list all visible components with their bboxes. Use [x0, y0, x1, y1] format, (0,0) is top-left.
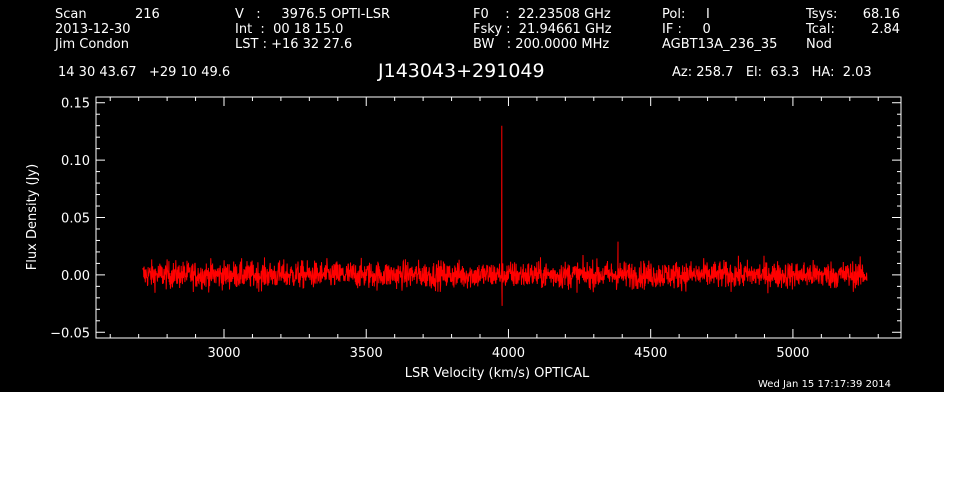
integration-line: Int : 00 18 15.0 — [235, 22, 344, 37]
y-tick-label: 0.00 — [61, 269, 90, 284]
tcal-value: 2.84 — [871, 22, 900, 37]
x-axis-label: LSR Velocity (km/s) OPTICAL — [405, 366, 590, 381]
source-name: J143043+291049 — [378, 60, 545, 82]
y-tick-label: 0.15 — [61, 97, 90, 112]
tsys-label: Tsys: — [806, 7, 838, 22]
obs-date: 2013-12-30 — [55, 22, 131, 37]
plot-frame — [95, 96, 902, 339]
source-coordinates: 14 30 43.67 +29 10 49.6 — [58, 65, 231, 80]
y-tick-label: 0.10 — [61, 154, 90, 169]
x-tick-label: 3000 — [207, 346, 240, 361]
x-tick-label: 5000 — [776, 346, 809, 361]
lst-line: LST : +16 32 27.6 — [235, 37, 353, 52]
scan-label: Scan — [55, 7, 87, 22]
spectrum-series-line — [142, 125, 868, 306]
f0-line: F0 : 22.23508 GHz — [473, 7, 611, 22]
if-line: IF : 0 — [662, 22, 711, 37]
x-tick-label: 4000 — [492, 346, 525, 361]
polarization-line: Pol: I — [662, 7, 710, 22]
velocity-line: V : 3976.5 OPTI-LSR — [235, 7, 391, 22]
x-tick-label: 4500 — [634, 346, 667, 361]
tsys-value: 68.16 — [862, 7, 900, 22]
observer-name: Jim Condon — [55, 37, 129, 52]
spectrum-chart: 3000 3500 4000 4500 5000 −0.05 0.00 0.05 0.10 0.1… — [25, 96, 902, 381]
fsky-line: Fsky : 21.94661 GHz — [473, 22, 612, 37]
plot-window: Scan 216 2013-12-30 Jim Condon V : 3976.… — [0, 0, 944, 392]
y-axis-label: Flux Density (Jy) — [25, 164, 40, 270]
az-el-ha: Az: 258.7 El: 63.3 HA: 2.03 — [672, 65, 872, 80]
y-tick-label: 0.05 — [61, 212, 90, 227]
scan-number: 216 — [135, 7, 160, 22]
plot-timestamp: Wed Jan 15 17:17:39 2014 — [758, 379, 892, 390]
tcal-label: Tcal: — [806, 22, 835, 37]
obs-mode: Nod — [806, 37, 832, 52]
y-tick-label: −0.05 — [50, 326, 90, 341]
bandwidth-line: BW : 200.0000 MHz — [473, 37, 610, 52]
project-id: AGBT13A_236_35 — [662, 37, 778, 52]
x-tick-label: 3500 — [350, 346, 383, 361]
